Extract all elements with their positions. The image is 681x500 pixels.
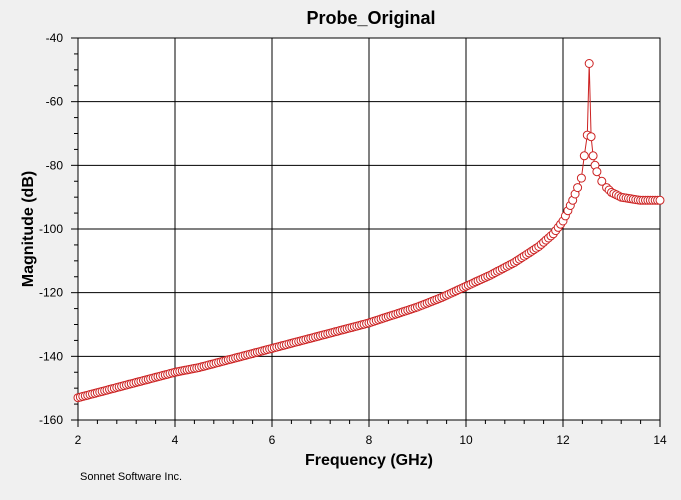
grid [78,38,660,420]
x-tick-label: 10 [459,433,473,447]
data-point [579,151,589,161]
y-tick-label: -100 [39,222,63,236]
data-point [592,167,602,177]
x-tick-labels: 2 4 6 8 10 12 14 [75,433,667,447]
y-axis-label: Magnitude (dB) [20,171,37,287]
y-tick-labels: -160 -140 -120 -100 -80 -60 -40 [39,31,63,427]
y-tick-label: -120 [39,286,63,300]
chart-title: Probe_Original [306,8,435,28]
y-tick-label: -40 [46,31,64,45]
y-tick-label: -80 [46,158,64,172]
ticks [71,37,661,427]
footer-credit: Sonnet Software Inc. [80,471,183,483]
data-point [655,195,665,205]
y-tick-label: -140 [39,349,63,363]
y-tick-label: -160 [39,413,63,427]
data-point [573,183,583,193]
data-point [588,151,598,161]
x-tick-label: 14 [653,433,667,447]
data-point [586,132,596,142]
x-tick-label: 6 [269,433,276,447]
data-point [576,173,586,183]
data-point [597,176,607,186]
y-tick-label: -60 [46,95,64,109]
data-point [584,59,594,68]
x-tick-label: 2 [75,433,82,447]
series-markers [73,59,665,403]
x-tick-label: 4 [172,433,179,447]
x-tick-label: 8 [366,433,373,447]
x-tick-label: 12 [556,433,570,447]
x-axis-label: Frequency (GHz) [305,452,433,469]
